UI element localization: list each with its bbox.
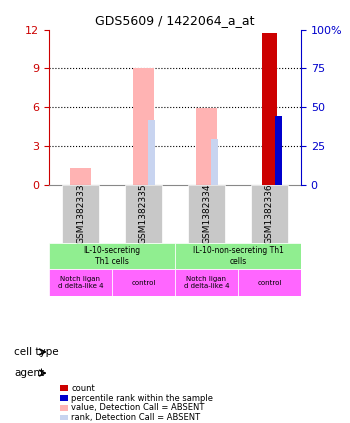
Text: IL-10-secreting
Th1 cells: IL-10-secreting Th1 cells — [83, 247, 141, 266]
Bar — [60, 385, 68, 391]
Bar — [175, 243, 301, 269]
Text: control: control — [257, 280, 282, 286]
Text: IL-10-non-secreting Th1
cells: IL-10-non-secreting Th1 cells — [193, 247, 284, 266]
Bar — [275, 116, 282, 185]
Text: GSM1382333: GSM1382333 — [76, 184, 85, 244]
Bar — [262, 33, 277, 185]
Bar — [211, 140, 218, 185]
Text: percentile rank within the sample: percentile rank within the sample — [71, 393, 213, 403]
Text: GSM1382335: GSM1382335 — [139, 184, 148, 244]
Bar — [188, 185, 225, 243]
Bar — [60, 415, 68, 420]
Bar — [49, 269, 112, 296]
Bar — [49, 243, 175, 269]
Bar — [70, 168, 91, 185]
Bar — [60, 395, 68, 401]
Bar — [196, 108, 217, 185]
Text: GSM1382336: GSM1382336 — [265, 184, 274, 244]
Bar — [60, 405, 68, 411]
Bar — [112, 269, 175, 296]
Bar — [62, 185, 99, 243]
Bar — [133, 69, 154, 185]
Bar — [148, 120, 155, 185]
Bar — [251, 185, 288, 243]
Bar — [125, 185, 162, 243]
Text: count: count — [71, 384, 95, 393]
Text: value, Detection Call = ABSENT: value, Detection Call = ABSENT — [71, 403, 204, 412]
Bar — [175, 269, 238, 296]
Text: GSM1382334: GSM1382334 — [202, 184, 211, 244]
Text: control: control — [131, 280, 156, 286]
Text: rank, Detection Call = ABSENT: rank, Detection Call = ABSENT — [71, 413, 200, 422]
Text: Notch ligan
d delta-like 4: Notch ligan d delta-like 4 — [184, 276, 229, 289]
Title: GDS5609 / 1422064_a_at: GDS5609 / 1422064_a_at — [95, 14, 255, 27]
Bar — [238, 269, 301, 296]
Text: agent: agent — [14, 368, 44, 378]
Text: Notch ligan
d delta-like 4: Notch ligan d delta-like 4 — [58, 276, 103, 289]
Text: cell type: cell type — [14, 347, 59, 357]
